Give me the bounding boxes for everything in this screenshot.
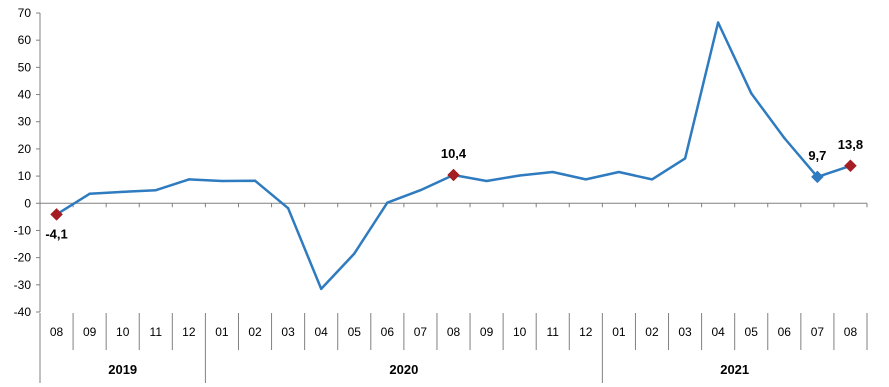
data-label: -4,1 <box>45 226 67 241</box>
y-tick-label: -30 <box>14 278 32 292</box>
year-label: 2019 <box>108 362 137 377</box>
year-label: 2021 <box>720 362 749 377</box>
data-point <box>353 252 356 255</box>
data-point <box>783 136 786 140</box>
y-tick-label: 30 <box>18 115 32 129</box>
marker-diamond <box>844 159 857 173</box>
marker-diamond <box>50 208 63 221</box>
x-tick-label: 11 <box>547 325 560 339</box>
x-tick-label: 08 <box>50 325 64 339</box>
x-tick-label: 07 <box>811 325 825 339</box>
x-tick-label: 05 <box>745 325 759 339</box>
data-label: 10,4 <box>441 146 467 161</box>
data-label: 13,8 <box>838 137 863 152</box>
x-tick-label: 01 <box>612 325 626 339</box>
data-point <box>750 91 753 95</box>
data-markers: -4,1 10,4 9,7 13,8 <box>45 137 863 242</box>
x-tick-label: 08 <box>447 325 461 339</box>
x-tick-label: 05 <box>348 325 362 339</box>
data-point <box>485 179 488 183</box>
y-tick-label: -20 <box>14 251 32 265</box>
x-tick-label: 12 <box>182 325 196 339</box>
x-tick-label: 03 <box>281 325 295 339</box>
data-point <box>154 189 157 192</box>
data-point <box>220 179 224 183</box>
data-label: 9,7 <box>808 148 826 163</box>
x-tick-label: 07 <box>414 325 428 339</box>
x-axis: 08 09 10 11 12 01 02 03 04 05 06 07 08 09 10 11 12 01 02 03… <box>39 202 868 383</box>
data-point <box>319 287 323 291</box>
x-tick-label: 04 <box>711 325 725 339</box>
y-tick-label: 50 <box>18 60 32 74</box>
y-tick-label: 20 <box>18 142 32 156</box>
data-point <box>386 201 389 204</box>
y-tick-label: 0 <box>24 196 31 210</box>
x-tick-label: 01 <box>215 325 229 339</box>
y-tick-label: 10 <box>18 169 32 183</box>
data-point <box>286 206 290 210</box>
data-point <box>617 170 621 174</box>
y-tick-label: -10 <box>14 223 32 237</box>
x-tick-label: 04 <box>315 325 329 339</box>
y-tick-label: 70 <box>18 6 32 20</box>
x-tick-label: 09 <box>83 325 97 339</box>
y-tick-label: -40 <box>14 305 32 319</box>
x-tick-label: 10 <box>116 325 130 339</box>
x-tick-label: 10 <box>513 325 527 339</box>
data-point <box>518 174 521 177</box>
x-tick-label: 12 <box>579 325 593 339</box>
x-tick-label: 02 <box>645 325 659 339</box>
data-point <box>716 21 720 24</box>
data-point <box>683 157 687 160</box>
y-tick-label: 60 <box>18 33 32 47</box>
x-tick-label: 11 <box>150 325 163 339</box>
data-point <box>187 178 191 181</box>
data-point <box>584 178 588 181</box>
data-point <box>88 192 91 195</box>
y-tick-label: 40 <box>18 88 32 102</box>
x-tick-label: 09 <box>480 325 494 339</box>
marker-diamond <box>811 170 824 184</box>
year-label: 2020 <box>389 362 418 377</box>
data-point <box>121 190 124 194</box>
y-axis: -40 -30 -20 -10 0 10 20 30 40 50 60 70 <box>14 6 41 319</box>
x-tick-label: 02 <box>248 325 262 339</box>
x-tick-label: 06 <box>381 325 395 339</box>
data-point <box>253 179 257 182</box>
x-tick-label: 06 <box>778 325 792 339</box>
x-tick-label: 08 <box>844 325 858 339</box>
data-point <box>650 178 654 181</box>
data-point <box>551 170 554 174</box>
marker-diamond <box>447 168 460 182</box>
data-point <box>419 189 422 192</box>
x-tick-label: 03 <box>678 325 692 339</box>
